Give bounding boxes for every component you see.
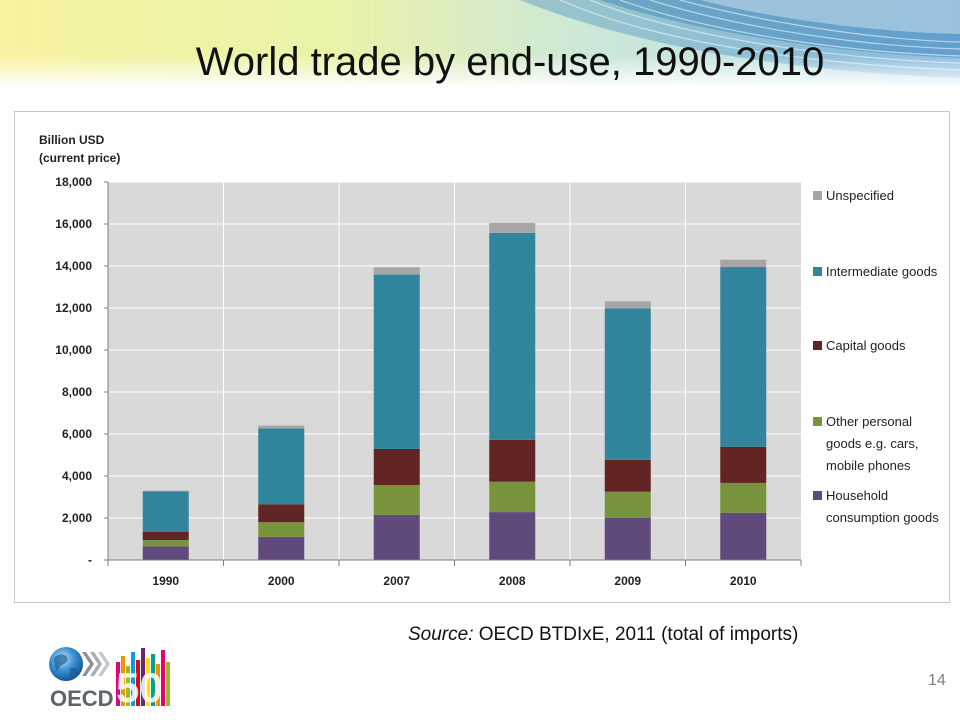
- legend-swatch: [813, 341, 822, 350]
- globe-icon: [49, 647, 83, 681]
- page-number: 14: [928, 672, 946, 689]
- x-tick-label: 2007: [383, 574, 410, 588]
- bar-segment: [604, 301, 651, 309]
- y-tick-label: 4,000: [62, 469, 92, 483]
- bar-segment: [604, 518, 651, 560]
- y-tick-label: 8,000: [62, 385, 92, 399]
- bar-segment: [373, 274, 420, 449]
- legend-label: Household: [826, 488, 888, 503]
- source-note: Source: OECD BTDIxE, 2011 (total of impo…: [408, 624, 798, 646]
- bar-segment: [489, 222, 536, 233]
- chevrons-icon: [82, 652, 110, 676]
- bar-segment: [373, 514, 420, 560]
- legend-label: Unspecified: [826, 188, 894, 203]
- source-text: OECD BTDIxE, 2011 (total of imports): [478, 624, 799, 645]
- fifty-anniversary-icon: 50: [116, 648, 170, 711]
- bar-segment: [258, 428, 305, 505]
- legend-swatch: [813, 267, 822, 276]
- bar-segment: [142, 540, 189, 547]
- bar-segment: [720, 259, 767, 268]
- y-axis-title: Billion USD (current price): [39, 133, 120, 165]
- y-axis-title-line: (current price): [39, 151, 120, 165]
- legend-label: Capital goods: [826, 338, 906, 353]
- legend-label: consumption goods: [826, 510, 939, 525]
- x-tick-label: 2000: [268, 574, 295, 588]
- bar-segment: [489, 512, 536, 560]
- bar-segment: [142, 490, 189, 492]
- bar-segment: [489, 232, 536, 440]
- bar-segment: [720, 482, 767, 513]
- legend-label: mobile phones: [826, 458, 911, 473]
- logo-wordmark: OECD: [50, 686, 114, 711]
- chart-panel: Billion USD (current price) - 2,000 4,000 6,…: [14, 111, 950, 603]
- header-banner: [0, 0, 960, 85]
- bar-segment: [373, 267, 420, 275]
- source-label: Source:: [408, 624, 474, 645]
- y-tick-label: -: [88, 553, 92, 567]
- bar-segment: [258, 536, 305, 560]
- y-tick-label: 14,000: [55, 259, 92, 273]
- y-tick-label: 2,000: [62, 511, 92, 525]
- x-tick-label: 2008: [499, 574, 526, 588]
- bar-segment: [258, 504, 305, 523]
- y-axis-title-line: Billion USD: [39, 133, 105, 147]
- bar-segment: [142, 491, 189, 532]
- bar-segment: [142, 531, 189, 541]
- bar-segment: [720, 512, 767, 560]
- x-tick-label: 2010: [730, 574, 757, 588]
- x-tick-label: 2009: [614, 574, 641, 588]
- legend-label: Other personal: [826, 414, 912, 429]
- y-tick-label: 16,000: [55, 217, 92, 231]
- legend-label: goods e.g. cars,: [826, 436, 919, 451]
- y-tick-label: 12,000: [55, 301, 92, 315]
- bar-segment: [373, 448, 420, 486]
- logo-fifty: 50: [116, 664, 163, 711]
- legend-swatch: [813, 191, 822, 200]
- bar-segment: [142, 546, 189, 560]
- y-tick-label: 6,000: [62, 427, 92, 441]
- oecd-50-logo: OECD 50: [49, 647, 170, 711]
- bar-segment: [373, 485, 420, 515]
- bar-segment: [720, 446, 767, 483]
- y-tick-label: 18,000: [55, 175, 92, 189]
- bar-segment: [489, 439, 536, 482]
- legend-swatch: [813, 417, 822, 426]
- bar-segment: [604, 459, 651, 492]
- bar-segment: [604, 491, 651, 518]
- slide-title: World trade by end-use, 1990-2010: [195, 40, 825, 84]
- bar-segment: [258, 425, 305, 429]
- legend-swatch: [813, 491, 822, 500]
- y-tick-label: 10,000: [55, 343, 92, 357]
- x-tick-label: 1990: [152, 574, 179, 588]
- bar-segment: [720, 267, 767, 447]
- stacked-bar-chart: Billion USD (current price) - 2,000 4,000 6,…: [39, 133, 939, 588]
- legend-label: Intermediate goods: [826, 264, 938, 279]
- bar-segment: [258, 522, 305, 537]
- bar-segment: [604, 308, 651, 460]
- bar-segment: [489, 481, 536, 513]
